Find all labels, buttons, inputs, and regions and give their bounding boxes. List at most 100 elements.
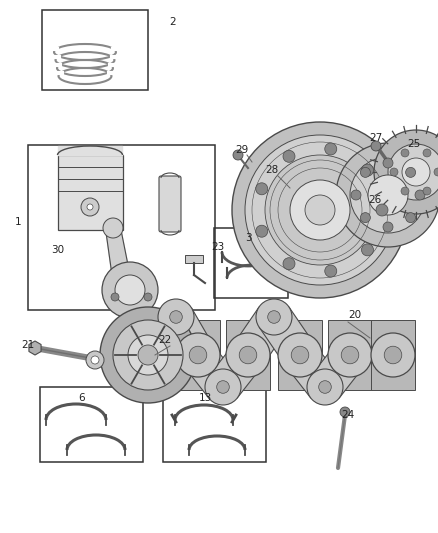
- Polygon shape: [328, 320, 372, 355]
- Circle shape: [133, 333, 177, 377]
- Polygon shape: [226, 320, 270, 355]
- Circle shape: [374, 130, 438, 214]
- Polygon shape: [105, 225, 130, 275]
- Circle shape: [388, 144, 438, 200]
- Circle shape: [81, 198, 99, 216]
- Circle shape: [226, 333, 270, 377]
- Circle shape: [423, 149, 431, 157]
- Text: 28: 28: [265, 165, 279, 175]
- Polygon shape: [176, 355, 220, 390]
- Polygon shape: [160, 308, 214, 364]
- Circle shape: [146, 346, 164, 364]
- Circle shape: [325, 143, 337, 155]
- Text: 20: 20: [349, 310, 361, 320]
- Circle shape: [91, 356, 99, 364]
- Circle shape: [100, 307, 196, 403]
- Circle shape: [305, 195, 335, 225]
- Polygon shape: [278, 320, 322, 355]
- Circle shape: [87, 204, 93, 210]
- Circle shape: [158, 299, 194, 335]
- Circle shape: [360, 167, 371, 177]
- Circle shape: [390, 168, 398, 176]
- Circle shape: [402, 158, 430, 186]
- Circle shape: [256, 225, 268, 237]
- Polygon shape: [371, 355, 415, 390]
- Polygon shape: [233, 307, 289, 365]
- Text: 26: 26: [368, 195, 381, 205]
- Circle shape: [406, 167, 416, 177]
- Polygon shape: [226, 355, 270, 390]
- Circle shape: [102, 262, 158, 318]
- Circle shape: [138, 345, 158, 365]
- Circle shape: [111, 293, 119, 301]
- Circle shape: [268, 311, 280, 324]
- Circle shape: [401, 149, 409, 157]
- Circle shape: [350, 157, 426, 233]
- Circle shape: [283, 257, 295, 270]
- Circle shape: [291, 346, 309, 364]
- Circle shape: [113, 320, 183, 390]
- Circle shape: [340, 407, 350, 417]
- Polygon shape: [133, 355, 177, 390]
- Circle shape: [256, 299, 292, 335]
- FancyBboxPatch shape: [159, 176, 181, 232]
- Text: 13: 13: [198, 393, 212, 403]
- Circle shape: [423, 187, 431, 195]
- Circle shape: [360, 213, 371, 223]
- Circle shape: [383, 222, 393, 232]
- Bar: [214, 228, 288, 298]
- Circle shape: [361, 244, 374, 256]
- Polygon shape: [311, 344, 364, 398]
- Circle shape: [283, 150, 295, 163]
- Circle shape: [401, 187, 409, 195]
- Bar: [185, 255, 203, 263]
- Circle shape: [406, 213, 416, 223]
- Polygon shape: [371, 320, 415, 355]
- Text: 1: 1: [15, 217, 21, 227]
- Text: 2: 2: [170, 17, 177, 27]
- Circle shape: [205, 369, 241, 405]
- Polygon shape: [278, 355, 322, 390]
- Circle shape: [103, 218, 123, 238]
- Circle shape: [217, 381, 230, 393]
- Circle shape: [336, 143, 438, 247]
- Polygon shape: [133, 320, 177, 355]
- Circle shape: [434, 168, 438, 176]
- Text: 25: 25: [407, 139, 420, 149]
- Circle shape: [115, 275, 145, 305]
- Bar: [28, 145, 215, 310]
- Circle shape: [256, 183, 268, 195]
- Circle shape: [325, 265, 337, 277]
- Circle shape: [144, 293, 152, 301]
- Polygon shape: [286, 344, 339, 398]
- Circle shape: [361, 164, 374, 176]
- Text: 30: 30: [51, 245, 64, 255]
- Circle shape: [371, 333, 415, 377]
- Text: 21: 21: [21, 340, 35, 350]
- Polygon shape: [29, 341, 41, 355]
- Polygon shape: [139, 308, 192, 364]
- Circle shape: [189, 346, 207, 364]
- Bar: [58, 155, 123, 230]
- Circle shape: [128, 335, 168, 375]
- Text: 3: 3: [245, 233, 251, 243]
- Text: 23: 23: [212, 242, 225, 252]
- Circle shape: [341, 346, 359, 364]
- Text: 24: 24: [341, 410, 355, 420]
- Circle shape: [351, 190, 361, 200]
- Polygon shape: [259, 307, 315, 365]
- Text: 27: 27: [369, 133, 383, 143]
- Circle shape: [239, 346, 257, 364]
- Circle shape: [371, 141, 381, 151]
- Text: 29: 29: [235, 145, 249, 155]
- Circle shape: [278, 333, 322, 377]
- Circle shape: [245, 135, 395, 285]
- Circle shape: [384, 346, 402, 364]
- Circle shape: [86, 351, 104, 369]
- Polygon shape: [184, 344, 237, 398]
- Circle shape: [368, 175, 408, 215]
- Polygon shape: [328, 355, 372, 390]
- Bar: [163, 387, 266, 462]
- Circle shape: [376, 204, 388, 216]
- Circle shape: [290, 180, 350, 240]
